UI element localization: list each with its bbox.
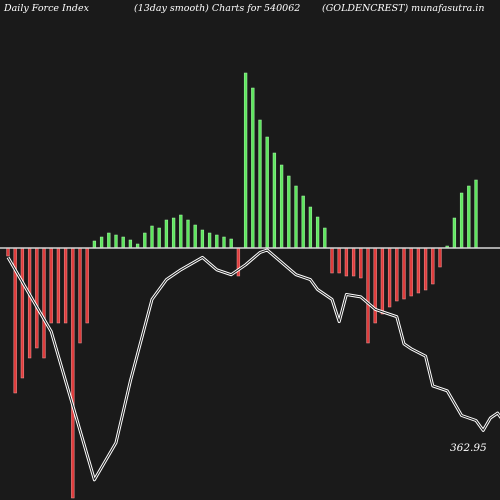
- force-index-bar: [294, 185, 298, 249]
- force-index-bar: [114, 234, 118, 249]
- force-index-bar: [222, 236, 226, 249]
- force-index-bar: [330, 247, 334, 274]
- force-index-bar: [315, 216, 320, 249]
- force-index-bar: [467, 185, 471, 249]
- force-index-bar: [85, 247, 89, 324]
- price-line: [7, 249, 500, 481]
- force-index-bar: [150, 225, 154, 249]
- force-index-bar: [279, 164, 284, 249]
- force-index-bar: [229, 238, 233, 249]
- force-index-bar: [243, 72, 248, 249]
- force-index-bar: [107, 232, 111, 249]
- price-line-group: [6, 248, 500, 482]
- force-index-bar: [387, 247, 392, 308]
- force-index-bar: [42, 247, 46, 359]
- force-index-bar: [179, 214, 183, 249]
- force-index-bar: [207, 232, 212, 249]
- header-center: (13day smooth) Charts for 540062: [134, 3, 300, 14]
- force-index-bar: [265, 136, 269, 249]
- force-index-bar: [128, 239, 133, 249]
- force-index-bar: [423, 247, 428, 291]
- force-index-bar: [380, 247, 385, 315]
- force-index-bar: [99, 236, 104, 249]
- force-index-bar: [323, 227, 327, 249]
- force-index-bar: [215, 234, 219, 249]
- force-index-bar: [258, 119, 262, 249]
- force-index-bar: [359, 247, 363, 279]
- force-index-bar: [452, 217, 457, 249]
- force-index-bar: [186, 219, 190, 249]
- force-index-bar: [337, 247, 341, 274]
- force-index-bar: [6, 247, 10, 257]
- force-index-bar: [373, 247, 377, 324]
- force-index-bar: [272, 152, 277, 249]
- force-index-bar: [351, 247, 356, 277]
- force-index-bar: [251, 87, 255, 249]
- force-index-bar: [416, 247, 421, 294]
- force-index-bar: [395, 247, 399, 302]
- last-price-label: 362.95: [450, 442, 487, 454]
- force-index-bar: [287, 175, 291, 249]
- force-index-bar: [92, 240, 97, 249]
- force-index-bar: [35, 247, 39, 349]
- force-index-bar: [27, 247, 32, 359]
- force-index-bar: [56, 247, 61, 324]
- header-left: Daily Force Index: [3, 3, 90, 14]
- force-index-bar: [193, 224, 197, 249]
- force-index-bar: [78, 247, 82, 344]
- force-index-bar: [164, 219, 169, 249]
- force-index-bar: [308, 206, 313, 249]
- force-index-bar: [49, 247, 53, 324]
- force-index-bar: [459, 192, 464, 249]
- force-index-bar: [200, 229, 205, 249]
- force-index-bar: [121, 236, 125, 249]
- force-index-bar: [366, 247, 370, 344]
- force-index-bar: [438, 247, 442, 268]
- force-index-bar: [171, 217, 176, 249]
- header-right: (GOLDENCREST) munafasutra.in: [322, 3, 484, 14]
- force-index-bar: [301, 195, 305, 249]
- force-index-bar: [71, 247, 75, 499]
- force-index-bar: [402, 247, 406, 300]
- force-index-bar: [344, 247, 349, 277]
- force-index-bar: [409, 247, 413, 297]
- force-index-bar: [474, 179, 478, 249]
- force-index-bar: [143, 232, 147, 249]
- force-index-bar: [157, 227, 161, 249]
- force-index-bar: [20, 247, 25, 379]
- force-index-bar: [431, 247, 435, 285]
- force-index-bar: [63, 247, 68, 324]
